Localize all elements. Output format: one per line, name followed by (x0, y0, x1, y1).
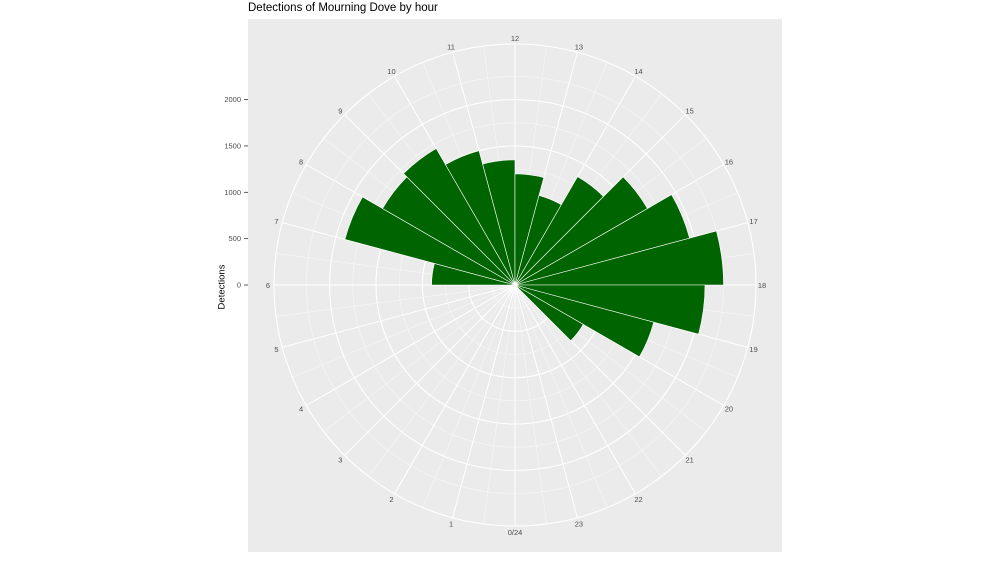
radial-tick-label: 1500 (224, 141, 241, 150)
radial-tick-label: 500 (228, 234, 241, 243)
minor-spoke (276, 284, 516, 317)
minor-spoke (483, 284, 516, 524)
minor-spoke (514, 284, 547, 524)
bar-hour-9 (403, 148, 516, 286)
hour-label: 22 (634, 495, 642, 504)
major-spoke (306, 284, 516, 406)
minor-spoke (514, 284, 608, 508)
hour-label: 19 (749, 345, 757, 354)
bar-hour-17 (514, 230, 724, 286)
radial-tick-label: 1000 (224, 188, 241, 197)
major-spoke (514, 284, 636, 494)
hour-label: 1 (449, 520, 453, 529)
hour-label: 15 (685, 106, 693, 115)
hour-label: 6 (266, 281, 270, 290)
minor-spoke (514, 284, 662, 477)
hour-label: 9 (338, 106, 342, 115)
hour-label: 18 (758, 281, 766, 290)
hour-label: 2 (389, 495, 393, 504)
hour-label: 0/24 (508, 528, 523, 537)
hour-label: 5 (274, 345, 278, 354)
hour-labels: 0/24123456789101112131415161718192021222… (266, 34, 766, 537)
hour-label: 12 (511, 34, 519, 43)
bars (344, 148, 724, 358)
hour-label: 7 (274, 217, 278, 226)
chart-title: Detections of Mourning Dove by hour (248, 2, 438, 14)
bar-hour-11 (482, 159, 516, 286)
hour-label: 14 (634, 67, 642, 76)
radial-tick-label: 2000 (224, 95, 241, 104)
hour-label: 16 (725, 158, 733, 167)
major-spoke (344, 284, 516, 456)
hour-label: 3 (338, 456, 342, 465)
minor-spoke (323, 284, 516, 432)
hour-label: 10 (387, 67, 395, 76)
bar-hour-19 (514, 284, 655, 358)
minor-spoke (422, 284, 516, 508)
bar-hour-10 (445, 150, 516, 286)
bar-hour-7 (344, 196, 516, 286)
hour-label: 11 (447, 42, 455, 51)
minor-spoke (368, 284, 516, 477)
major-spoke (452, 284, 516, 518)
hour-label: 20 (725, 405, 733, 414)
hour-label: 17 (749, 217, 757, 226)
radial-tick-label: 0 (237, 281, 241, 290)
major-spoke (282, 284, 516, 348)
major-spoke (514, 284, 578, 518)
hour-label: 8 (299, 158, 303, 167)
radial-ticks: 0 500 1000 1500 2000 (224, 95, 248, 290)
minor-spoke (292, 284, 516, 378)
hour-label: 13 (575, 42, 583, 51)
bar-hour-20 (514, 284, 584, 342)
major-spoke (394, 284, 516, 494)
hour-label: 4 (299, 405, 303, 414)
hour-label: 23 (575, 520, 583, 529)
hour-label: 21 (685, 456, 693, 465)
bar-hour-18 (514, 284, 706, 335)
